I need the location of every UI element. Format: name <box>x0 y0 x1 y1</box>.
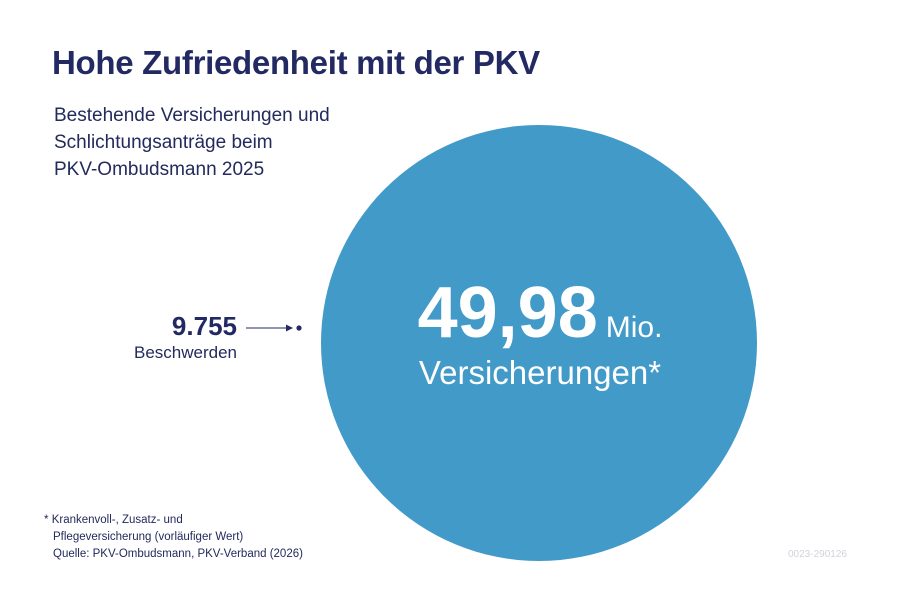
subtitle-line: PKV-Ombudsmann 2025 <box>54 159 265 180</box>
footnote-line: Krankenvoll-, Zusatz- und <box>51 514 183 526</box>
arrow-head-icon <box>286 324 293 332</box>
insurance-value: 49,98 Mio. <box>320 272 760 354</box>
source: Quelle: PKV-Ombudsmann, PKV-Verband (202… <box>53 548 303 560</box>
complaints-dot <box>296 325 302 331</box>
footnote-line: Pflegeversicherung (vorläufiger Wert) <box>53 531 244 543</box>
graphic-code: 0023-290126 <box>788 549 847 560</box>
footnote: * Krankenvoll-, Zusatz- und Pflegeversic… <box>44 512 243 546</box>
insurance-number: 49,98 <box>417 273 598 353</box>
complaints-label: Beschwerden <box>133 343 237 362</box>
insurance-bubble <box>321 125 757 561</box>
complaints-number: 9.755 <box>171 311 237 341</box>
footnote-marker: * <box>44 514 49 526</box>
page-title: Hohe Zufriedenheit mit der PKV <box>52 44 540 81</box>
insurance-unit: Mio. <box>605 311 663 344</box>
subtitle-line: Schlichtungsanträge beim <box>54 132 273 153</box>
insurance-label: Versicherungen* <box>418 354 662 391</box>
subtitle-line: Bestehende Versicherungen und <box>54 105 330 126</box>
subtitle: Bestehende Versicherungen und Schlichtun… <box>54 102 384 183</box>
